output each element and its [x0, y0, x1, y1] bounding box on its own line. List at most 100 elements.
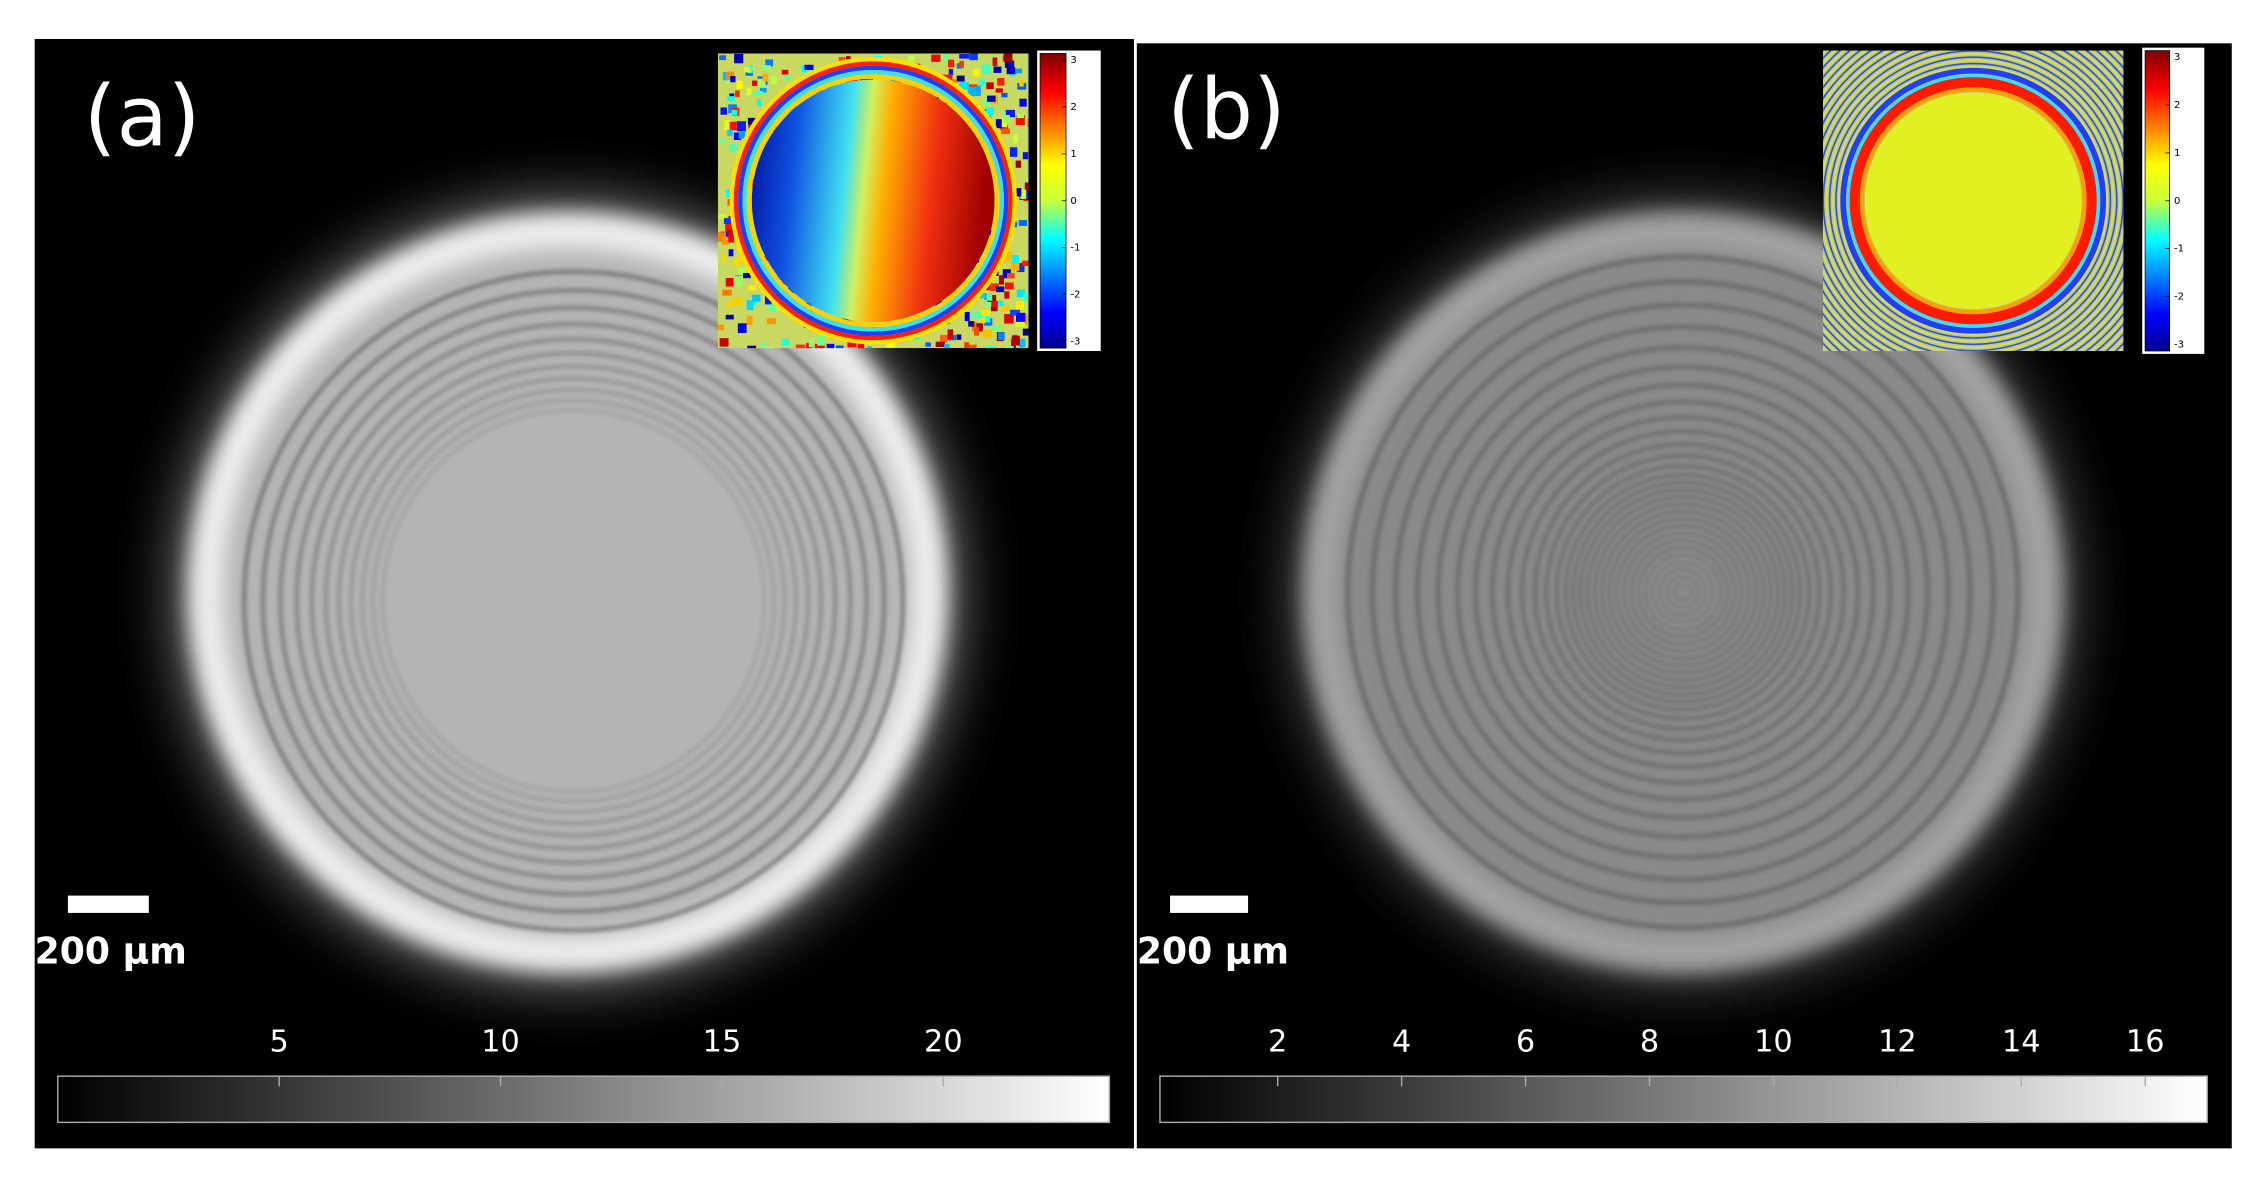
- noise: [978, 78, 986, 87]
- noise: [1003, 114, 1010, 123]
- noise: [885, 340, 896, 348]
- noise: [729, 93, 735, 99]
- noise: [727, 229, 733, 235]
- noise: [1013, 68, 1023, 74]
- noise: [759, 87, 767, 93]
- noise: [997, 300, 1004, 307]
- noise: [969, 53, 978, 61]
- noise: [1022, 152, 1029, 160]
- noise: [726, 301, 732, 307]
- noise: [727, 77, 733, 83]
- fringe: [1473, 382, 1893, 802]
- noise: [981, 64, 991, 74]
- noise: [738, 131, 746, 139]
- noise: [1018, 338, 1026, 348]
- noise: [752, 294, 761, 302]
- fringe: [1344, 254, 2021, 931]
- phase-ring: [1846, 74, 2100, 328]
- noise: [986, 293, 993, 301]
- inset-colorbar-tick-label: 2: [1070, 102, 1076, 113]
- noise: [968, 344, 977, 349]
- noise: [935, 341, 945, 348]
- inset-colorbar-tick-label: 3: [1070, 55, 1076, 66]
- noise: [1002, 252, 1012, 263]
- fringe: [1392, 302, 1973, 883]
- noise: [738, 267, 747, 275]
- fringe: [1600, 510, 1765, 675]
- noise: [795, 344, 806, 349]
- noise: [947, 59, 955, 68]
- fringe: [278, 305, 869, 897]
- fringe: [294, 321, 853, 880]
- scale-bar: [67, 895, 149, 913]
- inset-colorbar-tick-label: 1: [1070, 149, 1076, 160]
- phase-ring: [738, 65, 1009, 336]
- noise: [727, 129, 733, 136]
- noise: [781, 69, 789, 75]
- noise: [733, 132, 742, 140]
- colorbar: [57, 1075, 1111, 1124]
- noise: [991, 300, 998, 308]
- intensity-image: [1292, 202, 2073, 983]
- noise: [968, 321, 975, 327]
- noise: [723, 218, 733, 224]
- colorbar-tick-label: 20: [924, 1024, 963, 1059]
- noise: [725, 223, 735, 232]
- noise: [728, 249, 734, 257]
- phase-fringe: [1831, 59, 2115, 342]
- noise: [1018, 220, 1028, 226]
- noise: [726, 189, 734, 197]
- noise: [744, 66, 751, 73]
- phase-disk: [1864, 92, 2082, 310]
- noise: [997, 332, 1005, 341]
- noise: [939, 334, 948, 343]
- noise: [719, 55, 726, 61]
- noise: [925, 342, 931, 347]
- fringe: [1532, 442, 1833, 743]
- noise: [1015, 160, 1022, 168]
- noise: [1028, 208, 1029, 217]
- noise: [1004, 291, 1010, 299]
- noise: [735, 90, 740, 98]
- noise: [734, 53, 744, 64]
- noise: [783, 75, 792, 81]
- fringe: [348, 376, 799, 826]
- noise: [736, 80, 743, 89]
- noise: [718, 138, 726, 144]
- noise: [722, 72, 730, 81]
- noise: [1006, 67, 1016, 75]
- fringe: [336, 364, 811, 838]
- noise: [972, 68, 980, 77]
- noise: [1015, 301, 1025, 310]
- noise: [808, 338, 814, 348]
- noise: [986, 82, 994, 90]
- noise: [804, 64, 814, 71]
- inset-colorbar-tick-label: 0: [1070, 196, 1076, 207]
- noise: [907, 55, 915, 64]
- phase-ring: [1849, 77, 2097, 325]
- colorbar-tick-label: 8: [1640, 1024, 1659, 1059]
- noise: [975, 85, 981, 96]
- noise: [967, 86, 976, 97]
- noise: [737, 323, 747, 333]
- noise: [992, 57, 998, 67]
- noise: [993, 66, 1002, 73]
- fringe: [1593, 502, 1773, 682]
- noise: [770, 76, 777, 85]
- colorbar-tick-label: 14: [2002, 1024, 2041, 1059]
- noise: [729, 121, 737, 131]
- noise: [990, 304, 998, 312]
- noise: [1002, 269, 1011, 279]
- noise: [995, 88, 1003, 93]
- noise: [1004, 60, 1015, 68]
- noise: [956, 334, 962, 340]
- noise: [956, 75, 965, 82]
- noise: [980, 315, 991, 323]
- inset-colorbar-tick-label: 2: [2174, 100, 2180, 111]
- noise: [997, 78, 1005, 86]
- fringe: [370, 398, 777, 804]
- scale-bar-label: 200 μm: [35, 929, 187, 972]
- noise: [1024, 182, 1029, 193]
- fringe: [1369, 278, 1997, 906]
